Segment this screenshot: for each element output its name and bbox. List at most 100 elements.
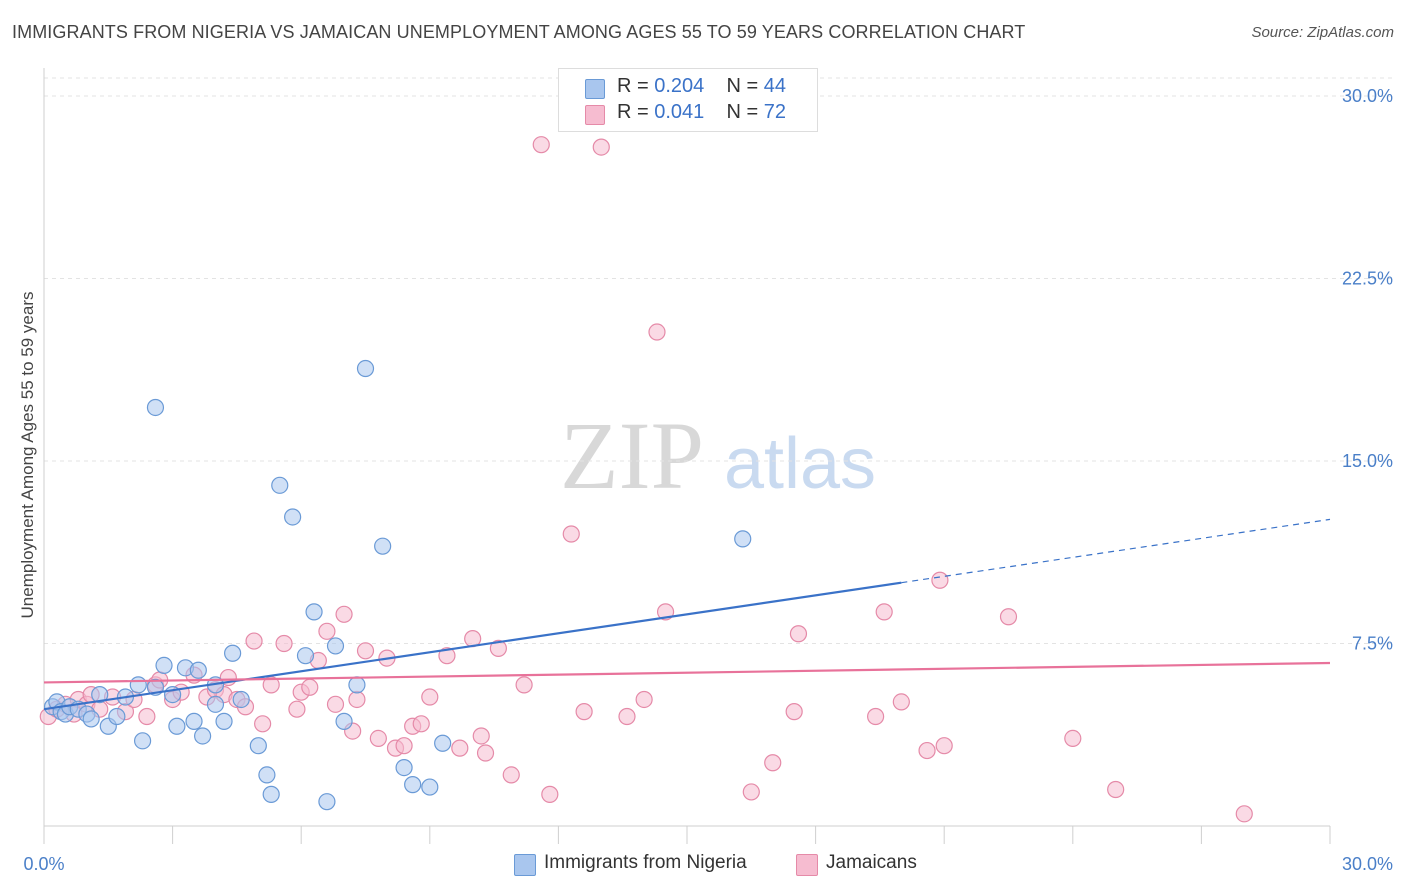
point-jamaicans [789, 625, 808, 643]
x-tick-labels: 0.0% 30.0% [23, 854, 1393, 874]
point-jamaicans [935, 737, 953, 755]
point-jamaicans [288, 700, 306, 718]
point-nigeria [146, 398, 165, 417]
legend-r-label: R = [617, 101, 649, 123]
y-tick-label: 22.5% [1342, 269, 1393, 289]
point-nigeria [215, 712, 233, 730]
point-nigeria [335, 712, 353, 730]
point-jamaicans [254, 715, 272, 733]
point-nigeria [284, 508, 302, 526]
point-jamaicans [245, 632, 263, 650]
point-jamaicans [867, 707, 885, 726]
point-nigeria [734, 530, 752, 548]
point-nigeria [206, 695, 225, 713]
point-nigeria [155, 656, 173, 675]
point-jamaicans [918, 741, 936, 760]
point-nigeria [374, 537, 392, 555]
point-nigeria [232, 690, 250, 709]
legend-label-nigeria: Immigrants from Nigeria [544, 852, 747, 873]
point-jamaicans [875, 603, 893, 621]
y-tick-label: 30.0% [1342, 86, 1393, 106]
point-jamaicans [369, 729, 387, 748]
trend-lines [43, 518, 1331, 711]
chart-title: IMMIGRANTS FROM NIGERIA VS JAMAICAN UNEM… [12, 22, 1026, 42]
point-jamaicans [348, 690, 366, 709]
point-jamaicans [562, 525, 580, 543]
legend-swatch-jamaicans [796, 854, 818, 876]
grid-lines [44, 77, 1395, 644]
point-jamaicans [438, 647, 456, 665]
point-nigeria [82, 710, 100, 728]
stats-legend: R = 0.204 N = 44 R = 0.041 N = 72 [558, 68, 818, 132]
point-nigeria [194, 727, 212, 745]
y-tick-labels: 7.5% 15.0% 22.5% 30.0% [1342, 86, 1393, 654]
legend-n-value: 44 [763, 75, 787, 97]
point-nigeria [262, 785, 280, 803]
point-nigeria [168, 717, 186, 735]
point-nigeria [404, 776, 422, 794]
axes [43, 68, 1331, 844]
point-jamaicans [1235, 805, 1253, 823]
point-jamaicans [648, 323, 666, 341]
point-nigeria [305, 603, 323, 621]
point-nigeria [91, 685, 109, 704]
y-tick-label: 7.5% [1352, 634, 1393, 654]
point-jamaicans [502, 766, 520, 784]
legend-n-label: N = [726, 75, 759, 97]
point-jamaicans [618, 707, 636, 726]
point-jamaicans [515, 676, 533, 694]
point-jamaicans [999, 608, 1018, 626]
trend-line-jamaicans [43, 661, 1331, 684]
legend-r-label: R = [617, 75, 649, 97]
point-jamaicans [138, 707, 156, 726]
point-jamaicans [1064, 729, 1082, 748]
point-jamaicans [395, 737, 413, 755]
legend-label-jamaicans: Jamaicans [826, 852, 917, 873]
point-jamaicans [892, 693, 910, 711]
legend-n-value: 72 [763, 101, 787, 123]
point-nigeria [326, 637, 345, 655]
point-nigeria [356, 359, 375, 378]
point-jamaicans [472, 727, 490, 745]
point-jamaicans [421, 688, 439, 706]
point-nigeria [258, 766, 276, 784]
point-nigeria [348, 676, 366, 694]
point-jamaicans [326, 695, 345, 713]
point-jamaicans [335, 605, 353, 623]
legend-r-value: 0.204 [654, 75, 705, 97]
point-jamaicans [764, 754, 782, 772]
point-nigeria [224, 644, 242, 662]
legend-swatch-nigeria [585, 79, 605, 99]
point-jamaicans [785, 703, 803, 721]
legend-swatch-nigeria [514, 854, 536, 876]
point-jamaicans [742, 783, 760, 801]
point-nigeria [249, 737, 267, 755]
point-jamaicans [476, 744, 495, 762]
point-nigeria [133, 732, 152, 750]
point-nigeria [318, 793, 336, 811]
point-jamaicans [275, 634, 293, 653]
point-jamaicans [356, 642, 375, 660]
point-nigeria [185, 712, 203, 730]
chart-source: Source: ZipAtlas.com [1251, 24, 1394, 41]
trend-line-nigeria [43, 581, 902, 711]
point-nigeria [129, 676, 147, 694]
x-tick-label: 0.0% [23, 854, 64, 874]
point-jamaicans [301, 678, 319, 696]
point-nigeria [434, 734, 452, 752]
point-jamaicans [931, 571, 949, 589]
trend-line-nigeria-extension [901, 518, 1331, 584]
point-nigeria [421, 778, 439, 796]
watermark-atlas: atlas [724, 424, 876, 504]
point-nigeria [296, 647, 315, 665]
watermark-zip: ZIP [560, 402, 704, 509]
series-legend: Immigrants from Nigeria Jamaicans [0, 852, 1406, 878]
point-nigeria [189, 661, 207, 679]
point-jamaicans [412, 715, 430, 733]
point-nigeria [271, 476, 289, 494]
point-nigeria [108, 707, 126, 726]
legend-r-value: 0.041 [654, 101, 705, 123]
point-jamaicans [635, 690, 653, 709]
point-jamaicans [541, 785, 559, 803]
